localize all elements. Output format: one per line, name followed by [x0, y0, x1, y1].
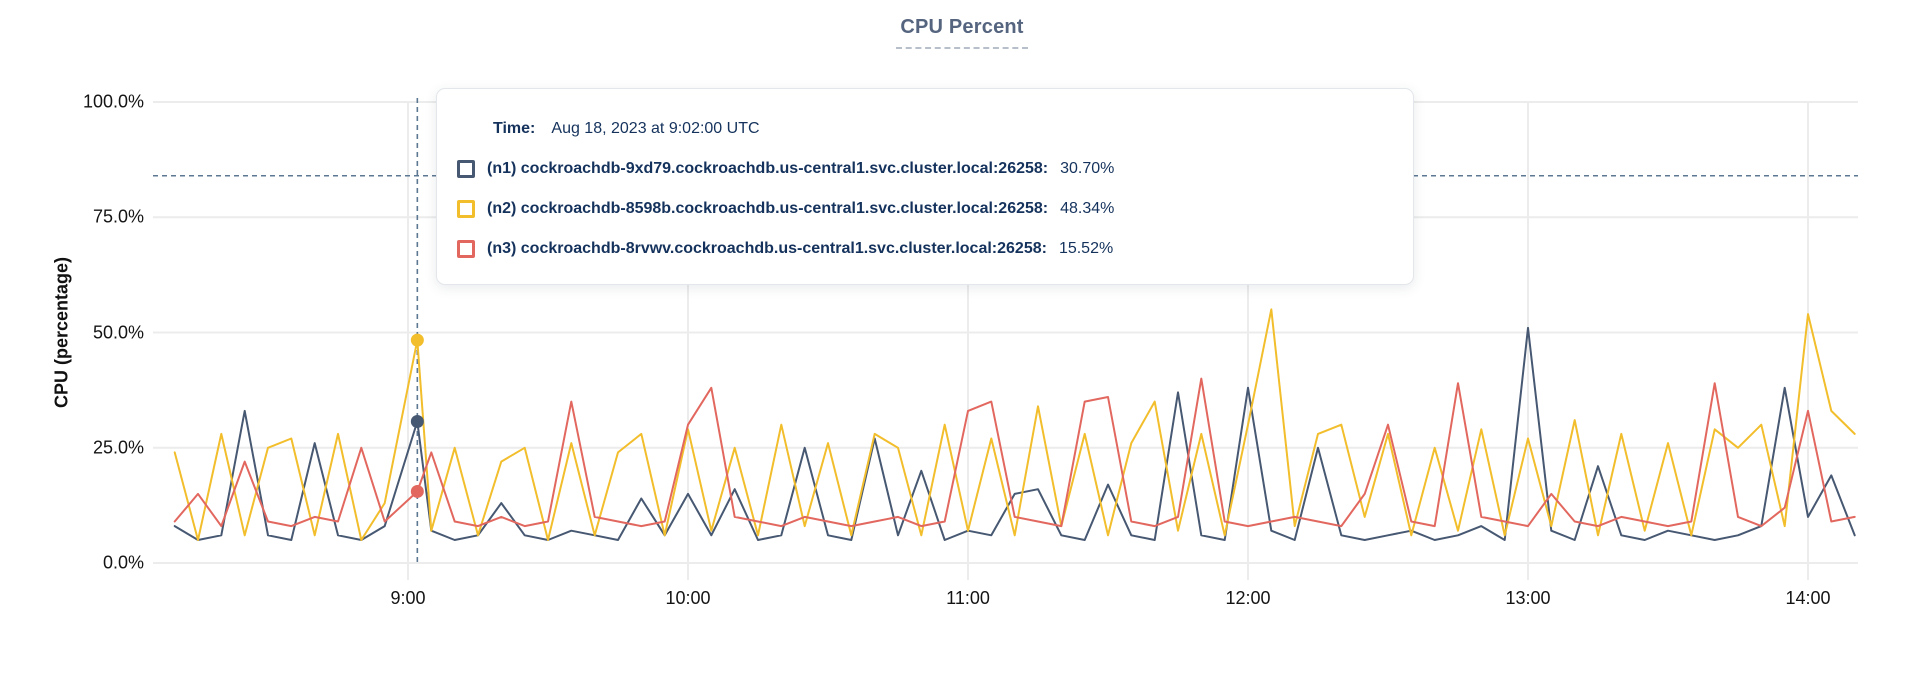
tooltip-time-value: Aug 18, 2023 at 9:02:00 UTC: [551, 120, 760, 137]
x-tick-label: 11:00: [946, 588, 990, 608]
series-line-n3: [173, 377, 1856, 528]
hover-dot-n3: [410, 484, 424, 498]
y-tick-label: 100.0%: [82, 91, 144, 112]
tooltip-series-label: (n3) cockroachdb-8rvwv.cockroachdb.us-ce…: [487, 240, 1047, 257]
chart-header: CPU Percent: [0, 16, 1924, 49]
series-marker-icon: [457, 200, 475, 218]
x-tick-label: 12:00: [1225, 588, 1271, 608]
y-tick-label: 25.0%: [92, 437, 144, 458]
hover-dot-n1: [410, 414, 424, 428]
series-marker-icon: [457, 240, 475, 258]
tooltip-series-row: (n1) cockroachdb-9xd79.cockroachdb.us-ce…: [457, 160, 1387, 178]
tooltip-series-value: 48.34%: [1060, 200, 1115, 217]
tooltip-series-value: 30.70%: [1060, 160, 1115, 177]
tooltip-time-label: Time:: [493, 120, 536, 137]
x-tick-label: 9:00: [390, 588, 426, 608]
tooltip-series-label: (n2) cockroachdb-8598b.cockroachdb.us-ce…: [487, 200, 1049, 217]
tooltip-time-row: Time: Aug 18, 2023 at 9:02:00 UTC: [493, 120, 1387, 138]
series-marker-icon: [457, 160, 475, 178]
y-tick-label: 50.0%: [92, 322, 144, 342]
x-tick-label: 10:00: [665, 588, 711, 608]
hover-tooltip: Time: Aug 18, 2023 at 9:02:00 UTC (n1) co…: [436, 88, 1414, 285]
tooltip-series-row: (n2) cockroachdb-8598b.cockroachdb.us-ce…: [457, 200, 1387, 218]
series-line-n2: [173, 308, 1856, 541]
x-tick-label: 14:00: [1785, 588, 1831, 608]
tooltip-series-value: 15.52%: [1058, 240, 1114, 257]
y-tick-label: 0.0%: [102, 552, 144, 573]
tooltip-series-row: (n3) cockroachdb-8rvwv.cockroachdb.us-ce…: [457, 240, 1387, 258]
tooltip-series-label: (n1) cockroachdb-9xd79.cockroachdb.us-ce…: [487, 160, 1049, 177]
chart-title: CPU Percent: [896, 16, 1028, 49]
tooltip-series-rows: (n1) cockroachdb-9xd79.cockroachdb.us-ce…: [457, 160, 1387, 258]
x-tick-label: 13:00: [1505, 588, 1551, 608]
y-axis-title: CPU (percentage): [51, 256, 72, 408]
y-tick-label: 75.0%: [92, 206, 144, 227]
hover-dot-n2: [410, 333, 424, 347]
series-line-n1: [173, 326, 1856, 541]
